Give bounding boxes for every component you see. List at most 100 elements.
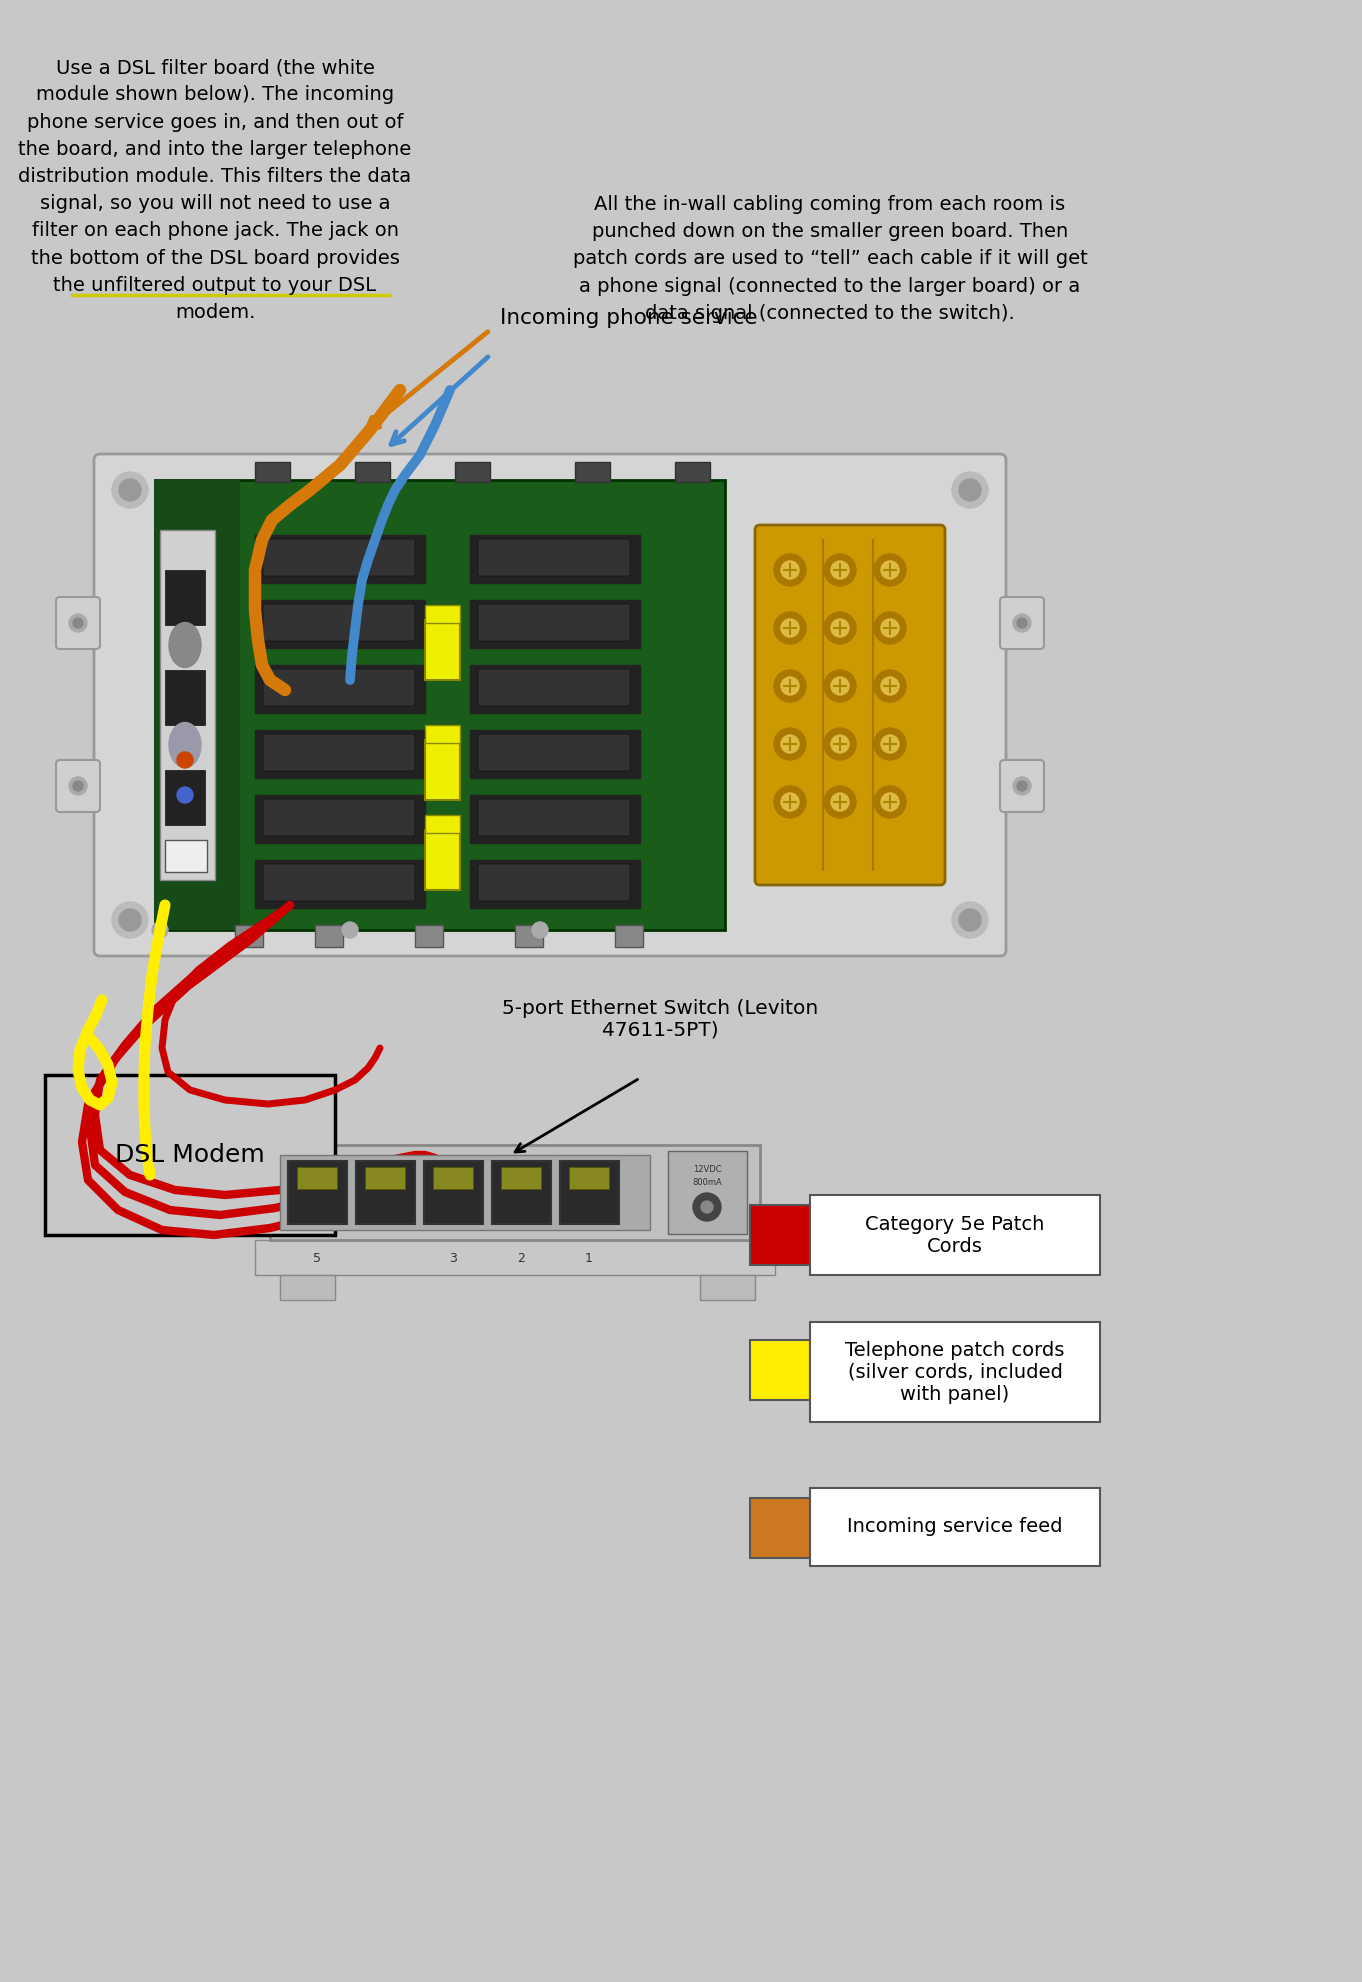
Circle shape (774, 555, 806, 587)
Circle shape (874, 612, 906, 644)
FancyBboxPatch shape (165, 670, 206, 725)
Ellipse shape (169, 723, 202, 767)
FancyBboxPatch shape (470, 666, 640, 714)
Circle shape (153, 922, 168, 937)
FancyBboxPatch shape (263, 733, 415, 771)
FancyBboxPatch shape (425, 605, 460, 622)
FancyBboxPatch shape (1000, 597, 1045, 648)
FancyBboxPatch shape (750, 1498, 810, 1558)
Circle shape (774, 670, 806, 702)
FancyBboxPatch shape (315, 926, 343, 947)
FancyBboxPatch shape (478, 799, 631, 836)
FancyBboxPatch shape (281, 1274, 335, 1300)
Text: 2: 2 (518, 1253, 524, 1265)
FancyBboxPatch shape (415, 926, 443, 947)
FancyBboxPatch shape (492, 1161, 552, 1225)
FancyBboxPatch shape (455, 462, 490, 482)
Circle shape (959, 910, 981, 932)
Circle shape (874, 727, 906, 759)
FancyBboxPatch shape (478, 864, 631, 902)
Circle shape (824, 727, 855, 759)
FancyBboxPatch shape (425, 725, 460, 743)
Text: Category 5e Patch
Cords: Category 5e Patch Cords (865, 1215, 1045, 1255)
FancyBboxPatch shape (478, 539, 631, 577)
FancyBboxPatch shape (433, 1167, 473, 1189)
FancyBboxPatch shape (155, 480, 725, 930)
Text: 5-port Ethernet Switch (Leviton
47611-5PT): 5-port Ethernet Switch (Leviton 47611-5P… (501, 999, 819, 1041)
Circle shape (874, 555, 906, 587)
FancyBboxPatch shape (470, 795, 640, 842)
FancyBboxPatch shape (255, 535, 425, 583)
Circle shape (780, 561, 799, 579)
FancyBboxPatch shape (165, 571, 206, 624)
Ellipse shape (169, 622, 202, 668)
FancyBboxPatch shape (478, 733, 631, 771)
FancyBboxPatch shape (501, 1167, 541, 1189)
Text: 5: 5 (313, 1253, 321, 1265)
FancyBboxPatch shape (425, 815, 460, 832)
Circle shape (824, 555, 855, 587)
FancyBboxPatch shape (165, 769, 206, 825)
Circle shape (774, 787, 806, 819)
Circle shape (780, 793, 799, 811)
Circle shape (881, 618, 899, 636)
Circle shape (874, 670, 906, 702)
Circle shape (693, 1193, 720, 1221)
Circle shape (952, 472, 987, 507)
Circle shape (701, 1201, 712, 1213)
Circle shape (74, 781, 83, 791)
FancyBboxPatch shape (56, 759, 99, 813)
FancyBboxPatch shape (700, 1274, 755, 1300)
Circle shape (952, 902, 987, 937)
FancyBboxPatch shape (281, 1156, 650, 1231)
FancyBboxPatch shape (263, 539, 415, 577)
FancyBboxPatch shape (45, 1074, 335, 1235)
Circle shape (69, 777, 87, 795)
Text: 1: 1 (586, 1253, 592, 1265)
FancyBboxPatch shape (255, 601, 425, 648)
FancyBboxPatch shape (755, 525, 945, 886)
FancyBboxPatch shape (263, 670, 415, 706)
Text: 800mA: 800mA (692, 1177, 722, 1187)
Text: 3: 3 (449, 1253, 456, 1265)
Circle shape (1013, 614, 1031, 632)
Text: Incoming service feed: Incoming service feed (847, 1518, 1062, 1536)
FancyBboxPatch shape (255, 666, 425, 714)
FancyBboxPatch shape (255, 795, 425, 842)
FancyBboxPatch shape (56, 597, 99, 648)
Text: All the in-wall cabling coming from each room is
punched down on the smaller gre: All the in-wall cabling coming from each… (572, 194, 1087, 323)
FancyBboxPatch shape (263, 799, 415, 836)
FancyBboxPatch shape (297, 1167, 336, 1189)
Circle shape (824, 670, 855, 702)
FancyBboxPatch shape (560, 1161, 618, 1225)
Circle shape (1017, 781, 1027, 791)
FancyBboxPatch shape (676, 462, 710, 482)
FancyBboxPatch shape (287, 1161, 347, 1225)
Circle shape (112, 472, 148, 507)
FancyBboxPatch shape (569, 1167, 609, 1189)
Circle shape (177, 787, 193, 803)
FancyBboxPatch shape (425, 830, 460, 890)
FancyBboxPatch shape (255, 462, 290, 482)
Text: 12VDC: 12VDC (693, 1165, 722, 1173)
Text: Incoming phone service: Incoming phone service (500, 307, 757, 327)
Text: Use a DSL filter board (the white
module shown below). The incoming
phone servic: Use a DSL filter board (the white module… (18, 57, 411, 323)
FancyBboxPatch shape (750, 1205, 810, 1265)
Circle shape (959, 480, 981, 501)
FancyBboxPatch shape (159, 529, 215, 880)
FancyBboxPatch shape (270, 1146, 760, 1241)
Circle shape (342, 922, 358, 937)
Circle shape (831, 793, 849, 811)
Circle shape (533, 922, 548, 937)
Circle shape (831, 561, 849, 579)
Circle shape (831, 678, 849, 696)
Circle shape (824, 787, 855, 819)
FancyBboxPatch shape (94, 454, 1007, 955)
Circle shape (881, 793, 899, 811)
FancyBboxPatch shape (425, 620, 460, 680)
FancyBboxPatch shape (424, 1161, 484, 1225)
Circle shape (881, 678, 899, 696)
Circle shape (780, 678, 799, 696)
FancyBboxPatch shape (470, 601, 640, 648)
FancyBboxPatch shape (478, 670, 631, 706)
